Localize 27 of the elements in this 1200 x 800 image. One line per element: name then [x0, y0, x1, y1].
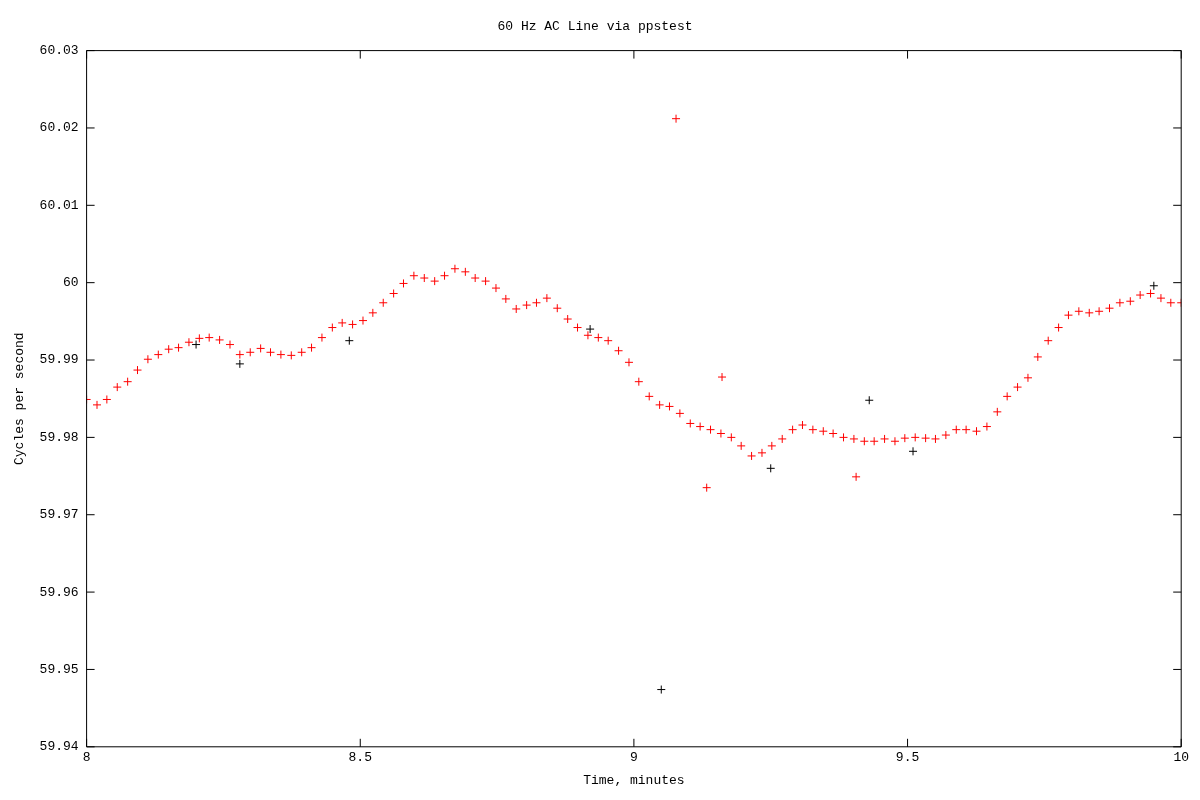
- y-tick-label: 60.03: [39, 43, 79, 59]
- x-tick-label: 10: [1173, 750, 1189, 766]
- point: [908, 446, 918, 456]
- x-axis-title: Time, minutes: [583, 772, 685, 788]
- point: [1149, 281, 1159, 291]
- point: [235, 359, 245, 369]
- y-axis-title: Cycles per second: [12, 332, 28, 466]
- y-tick-label: 59.95: [39, 661, 79, 677]
- y-tick-label: 59.99: [39, 352, 79, 368]
- x-tick-label: 8.5: [348, 750, 372, 766]
- x-tick-label: 9: [630, 750, 638, 766]
- y-tick-label: 60: [63, 275, 79, 291]
- point: [864, 395, 874, 405]
- chart-title: 60 Hz AC Line via ppstest: [497, 19, 693, 35]
- y-tick-label: 59.97: [39, 507, 79, 523]
- point: [585, 324, 595, 334]
- y-tick-label: 59.94: [39, 739, 79, 755]
- point: [191, 340, 201, 350]
- y-tick-label: 59.98: [39, 429, 79, 445]
- y-tick-label: 59.96: [39, 584, 79, 600]
- y-tick-label: 60.01: [39, 197, 79, 213]
- point: [766, 463, 776, 473]
- y-tick-label: 60.02: [39, 120, 79, 136]
- x-tick-label: 8: [82, 750, 91, 766]
- point: [656, 685, 666, 695]
- x-tick-label: 9.5: [895, 750, 920, 766]
- point: [344, 336, 354, 346]
